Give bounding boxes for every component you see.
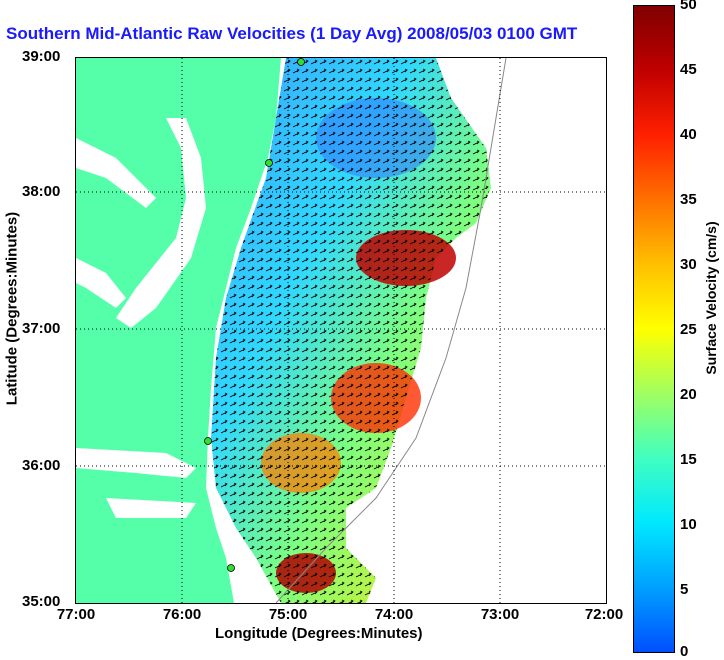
station-marker xyxy=(204,437,212,445)
colorbar-tick: 45 xyxy=(680,61,697,78)
colorbar-tick: 40 xyxy=(680,126,697,143)
x-axis-label: Longitude (Degrees:Minutes) xyxy=(215,625,423,642)
y-tick-39: 39:00 xyxy=(22,48,61,65)
colorbar-label: Surface Velocity (cm/s) xyxy=(703,221,719,375)
colorbar-tick: 20 xyxy=(680,386,697,403)
station-marker xyxy=(227,564,235,572)
y-tick-36: 36:00 xyxy=(22,457,61,474)
x-tick-77: 77:00 xyxy=(56,606,96,623)
y-axis-label: Latitude (Degrees:Minutes) xyxy=(3,211,21,406)
colorbar-tick: 50 xyxy=(680,0,697,13)
map-plot-area[interactable] xyxy=(75,57,607,604)
graticule xyxy=(76,58,606,603)
colorbar-tick: 0 xyxy=(680,643,689,660)
y-tick-35: 35:00 xyxy=(22,593,61,610)
colorbar-tick: 25 xyxy=(680,321,697,338)
colorbar-tick: 15 xyxy=(680,451,697,468)
colorbar-tick: 30 xyxy=(680,256,697,273)
chesapeake-bay xyxy=(116,118,206,328)
station-marker xyxy=(265,159,273,167)
map-title: Southern Mid-Atlantic Raw Velocities (1 … xyxy=(6,24,578,43)
x-tick-75: 75:00 xyxy=(268,606,308,623)
x-tick-73: 73:00 xyxy=(480,606,520,623)
y-tick-37: 37:00 xyxy=(22,320,61,337)
x-tick-74: 74:00 xyxy=(374,606,414,623)
bathymetry-contour xyxy=(275,58,507,603)
y-tick-38: 38:00 xyxy=(22,183,61,200)
colorbar-tick: 5 xyxy=(680,581,689,598)
x-tick-76: 76:00 xyxy=(162,606,202,623)
map-canvas xyxy=(76,58,606,603)
colorbar-tick: 35 xyxy=(680,191,697,208)
colorbar xyxy=(633,5,675,653)
radar-stations xyxy=(204,58,305,572)
station-marker xyxy=(297,58,305,66)
x-tick-72: 72:00 xyxy=(584,606,624,623)
colorbar-tick: 10 xyxy=(680,516,697,533)
